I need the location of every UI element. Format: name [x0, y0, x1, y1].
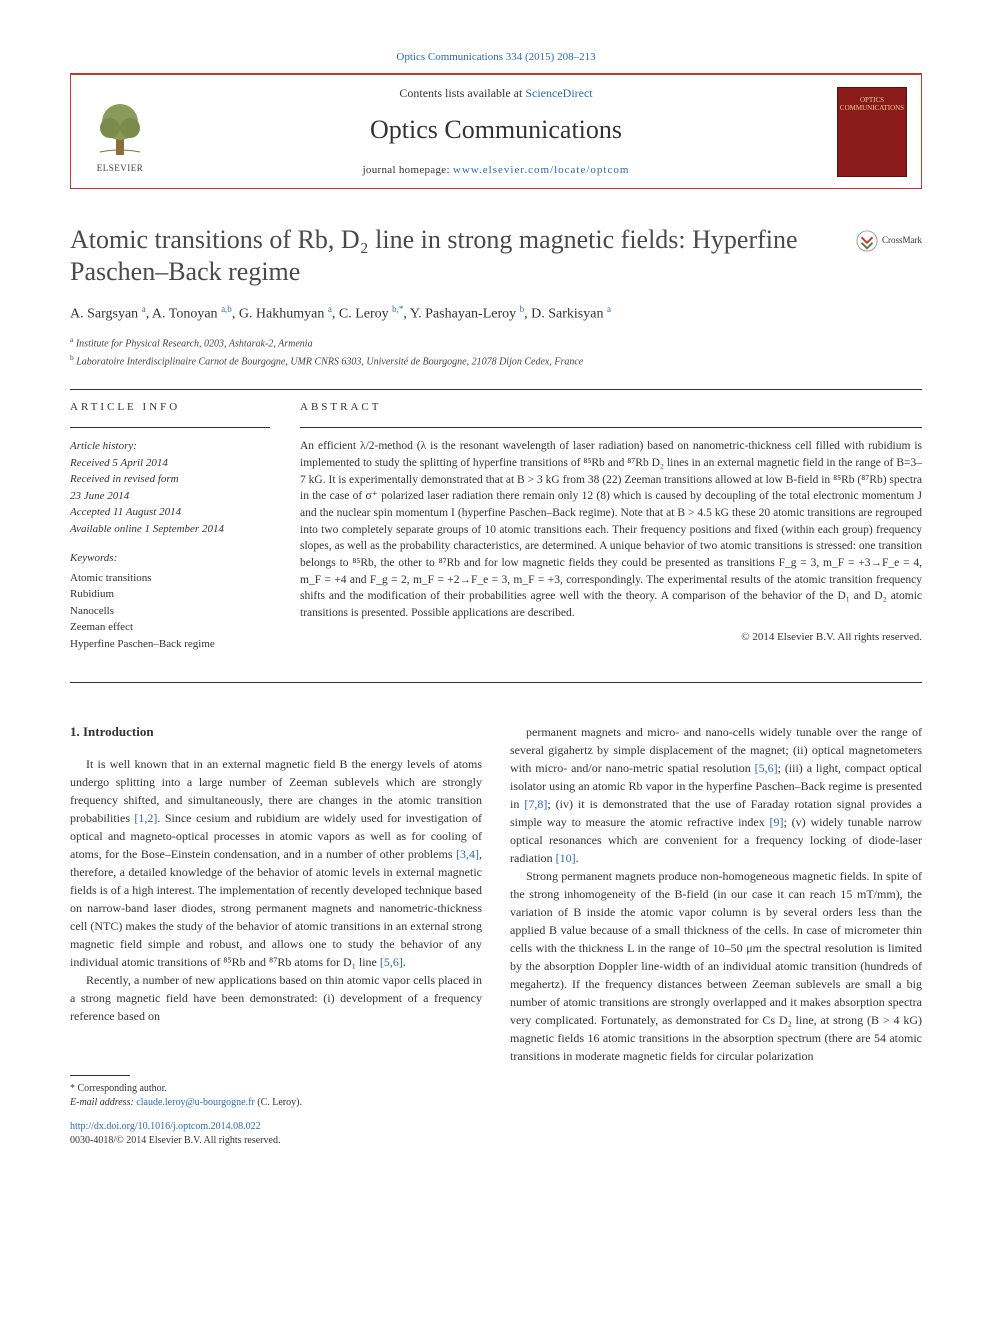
article-history: Article history: Received 5 April 2014Re… [70, 438, 270, 537]
section-heading-intro: 1. Introduction [70, 723, 482, 741]
ref-link[interactable]: [3,4] [456, 847, 479, 861]
journal-name: Optics Communications [155, 112, 837, 148]
ref-link[interactable]: [1,2] [134, 811, 157, 825]
keyword-item: Hyperfine Paschen–Back regime [70, 636, 270, 653]
body-paragraph: permanent magnets and micro- and nano-ce… [510, 723, 922, 867]
keyword-item: Atomic transitions [70, 570, 270, 587]
history-line: Received 5 April 2014 [70, 455, 270, 472]
history-line: Accepted 11 August 2014 [70, 504, 270, 521]
history-line: Received in revised form [70, 471, 270, 488]
journal-cover-thumb: OPTICS COMMUNICATIONS [837, 87, 907, 177]
ref-link[interactable]: [5,6] [380, 955, 403, 969]
body-paragraph: It is well known that in an external mag… [70, 755, 482, 971]
history-line: Available online 1 September 2014 [70, 521, 270, 538]
history-line: 23 June 2014 [70, 488, 270, 505]
section-title: Introduction [83, 724, 154, 739]
article-info-column: ARTICLE INFO Article history: Received 5… [70, 400, 270, 652]
contents-prefix: Contents lists available at [399, 86, 525, 100]
history-label: Article history: [70, 438, 270, 455]
meta-abstract-row: ARTICLE INFO Article history: Received 5… [70, 400, 922, 652]
body-paragraph: Strong permanent magnets produce non-hom… [510, 867, 922, 1065]
abstract-divider [300, 427, 922, 428]
top-citation-link[interactable]: Optics Communications 334 (2015) 208–213 [396, 51, 595, 63]
ref-link[interactable]: [7,8] [524, 797, 547, 811]
sciencedirect-link[interactable]: ScienceDirect [525, 86, 592, 100]
keyword-item: Zeeman effect [70, 619, 270, 636]
affiliations: a Institute for Physical Research, 0203,… [70, 334, 922, 369]
corresponding-author-note: * Corresponding author. [70, 1082, 482, 1096]
email-footnote: E-mail address: claude.leroy@u-bourgogne… [70, 1096, 482, 1110]
body-text-left: It is well known that in an external mag… [70, 755, 482, 1025]
divider-top [70, 389, 922, 390]
email-person: (C. Leroy). [255, 1097, 302, 1108]
article-title: Atomic transitions of Rb, D₂ line in str… [70, 224, 922, 289]
ref-link[interactable]: [10] [556, 851, 576, 865]
crossmark-icon [856, 230, 878, 252]
crossmark-badge[interactable]: CrossMark [856, 230, 922, 252]
homepage-link[interactable]: www.elsevier.com/locate/optcom [453, 164, 630, 176]
doi-link[interactable]: http://dx.doi.org/10.1016/j.optcom.2014.… [70, 1121, 261, 1132]
keywords-label: Keywords: [70, 551, 270, 566]
ref-link[interactable]: [5,6] [755, 761, 778, 775]
article-info-label: ARTICLE INFO [70, 400, 270, 415]
abstract-text: An efficient λ/2-method (λ is the resona… [300, 438, 922, 621]
body-text-right: permanent magnets and micro- and nano-ce… [510, 723, 922, 1065]
elsevier-tree-icon [90, 100, 150, 160]
authors-line: A. Sargsyan a, A. Tonoyan a,b, G. Hakhum… [70, 303, 922, 324]
issn-line: 0030-4018/© 2014 Elsevier B.V. All right… [70, 1134, 482, 1148]
doi-line: http://dx.doi.org/10.1016/j.optcom.2014.… [70, 1120, 482, 1134]
page-container: Optics Communications 334 (2015) 208–213… [0, 0, 992, 1188]
info-divider [70, 427, 270, 428]
publisher-logo: ELSEVIER [85, 89, 155, 174]
email-label: E-mail address: [70, 1097, 136, 1108]
contents-line: Contents lists available at ScienceDirec… [155, 85, 837, 102]
body-column-left: 1. Introduction It is well known that in… [70, 723, 482, 1148]
homepage-prefix: journal homepage: [363, 164, 453, 176]
journal-header: ELSEVIER Contents lists available at Sci… [70, 73, 922, 189]
abstract-copyright: © 2014 Elsevier B.V. All rights reserved… [300, 630, 922, 645]
cover-text-1: OPTICS [860, 96, 884, 104]
crossmark-label: CrossMark [882, 235, 922, 246]
email-link[interactable]: claude.leroy@u-bourgogne.fr [136, 1097, 254, 1108]
keywords-list: Atomic transitionsRubidiumNanocellsZeema… [70, 570, 270, 653]
cover-text-2: COMMUNICATIONS [840, 104, 904, 112]
keyword-item: Rubidium [70, 586, 270, 603]
abstract-label: ABSTRACT [300, 400, 922, 415]
keyword-item: Nanocells [70, 603, 270, 620]
header-center: Contents lists available at ScienceDirec… [155, 85, 837, 178]
divider-bottom [70, 682, 922, 683]
body-column-right: permanent magnets and micro- and nano-ce… [510, 723, 922, 1148]
footnote-divider [70, 1075, 130, 1076]
body-paragraph: Recently, a number of new applications b… [70, 971, 482, 1025]
abstract-column: ABSTRACT An efficient λ/2-method (λ is t… [300, 400, 922, 652]
title-text: Atomic transitions of Rb, D₂ line in str… [70, 225, 798, 287]
top-citation: Optics Communications 334 (2015) 208–213 [70, 50, 922, 65]
section-number: 1. [70, 724, 80, 739]
journal-homepage: journal homepage: www.elsevier.com/locat… [155, 163, 837, 178]
ref-link[interactable]: [9] [770, 815, 784, 829]
body-columns: 1. Introduction It is well known that in… [70, 723, 922, 1148]
publisher-logo-text: ELSEVIER [97, 162, 144, 175]
